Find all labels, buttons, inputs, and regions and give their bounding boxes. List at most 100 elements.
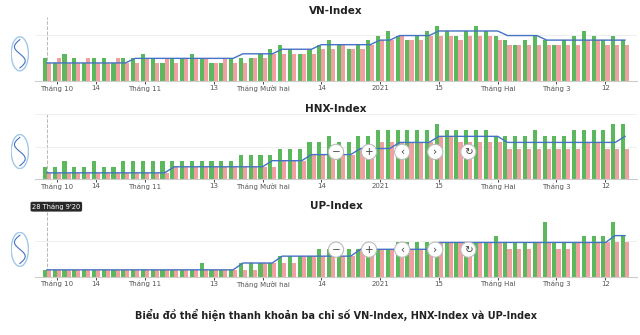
Bar bbox=[356, 45, 360, 81]
Bar bbox=[116, 173, 120, 179]
Bar bbox=[474, 26, 478, 81]
Bar bbox=[425, 130, 429, 179]
Bar bbox=[141, 54, 145, 81]
Bar bbox=[76, 173, 81, 179]
Bar bbox=[174, 167, 179, 179]
Bar bbox=[150, 270, 155, 277]
Bar bbox=[508, 249, 511, 277]
Bar bbox=[155, 173, 159, 179]
Bar bbox=[278, 256, 282, 277]
Bar bbox=[253, 167, 257, 179]
Text: +: + bbox=[365, 147, 373, 157]
Bar bbox=[243, 270, 247, 277]
Bar bbox=[327, 249, 331, 277]
Bar bbox=[562, 136, 566, 179]
Bar bbox=[72, 270, 76, 277]
Bar bbox=[582, 31, 586, 81]
Bar bbox=[321, 49, 325, 81]
Bar bbox=[498, 142, 502, 179]
Bar bbox=[419, 249, 424, 277]
Bar bbox=[106, 63, 110, 81]
Bar bbox=[135, 270, 140, 277]
Bar bbox=[259, 154, 262, 179]
Bar bbox=[435, 124, 439, 179]
Bar bbox=[513, 136, 517, 179]
Bar bbox=[386, 31, 390, 81]
Bar bbox=[439, 243, 443, 277]
Bar bbox=[121, 270, 125, 277]
Bar bbox=[400, 249, 404, 277]
Bar bbox=[272, 263, 276, 277]
Bar bbox=[209, 63, 214, 81]
Bar bbox=[282, 54, 286, 81]
Bar bbox=[111, 167, 116, 179]
Bar bbox=[259, 263, 262, 277]
Bar bbox=[376, 130, 380, 179]
Bar bbox=[351, 154, 355, 179]
Bar bbox=[429, 36, 433, 81]
Bar bbox=[125, 63, 129, 81]
Bar bbox=[464, 243, 468, 277]
Bar bbox=[376, 36, 380, 81]
Bar bbox=[184, 58, 188, 81]
Bar bbox=[602, 130, 605, 179]
Bar bbox=[135, 173, 140, 179]
Bar bbox=[102, 58, 106, 81]
Bar bbox=[161, 270, 164, 277]
Bar bbox=[47, 173, 51, 179]
Bar bbox=[625, 243, 629, 277]
Bar bbox=[543, 40, 547, 81]
Bar bbox=[419, 40, 424, 81]
Title: UP-Index: UP-Index bbox=[310, 201, 362, 211]
Bar bbox=[596, 243, 600, 277]
Bar bbox=[474, 130, 478, 179]
Bar bbox=[194, 58, 198, 81]
Bar bbox=[268, 263, 272, 277]
Bar bbox=[92, 270, 96, 277]
Bar bbox=[396, 36, 400, 81]
Bar bbox=[204, 58, 208, 81]
Bar bbox=[301, 256, 306, 277]
Bar bbox=[351, 256, 355, 277]
Bar bbox=[347, 49, 351, 81]
Bar bbox=[96, 173, 100, 179]
Bar bbox=[445, 31, 449, 81]
Bar bbox=[321, 256, 325, 277]
Bar bbox=[605, 45, 609, 81]
Bar bbox=[161, 63, 164, 81]
Bar bbox=[454, 243, 458, 277]
Bar bbox=[458, 243, 463, 277]
Bar bbox=[43, 270, 47, 277]
Bar bbox=[366, 40, 371, 81]
Bar bbox=[366, 136, 371, 179]
Bar bbox=[82, 63, 86, 81]
Bar bbox=[468, 243, 472, 277]
Bar bbox=[131, 270, 135, 277]
Bar bbox=[625, 45, 629, 81]
Bar bbox=[57, 173, 61, 179]
Bar bbox=[596, 40, 600, 81]
Bar bbox=[337, 45, 341, 81]
Bar bbox=[86, 58, 90, 81]
Bar bbox=[396, 130, 400, 179]
Bar bbox=[371, 148, 374, 179]
Bar bbox=[253, 270, 257, 277]
Bar bbox=[562, 40, 566, 81]
Bar bbox=[371, 249, 374, 277]
Bar bbox=[229, 161, 233, 179]
Title: VN-Index: VN-Index bbox=[309, 6, 363, 16]
Text: 28 Tháng 9'20: 28 Tháng 9'20 bbox=[32, 203, 81, 210]
Bar bbox=[298, 256, 301, 277]
Bar bbox=[272, 54, 276, 81]
Bar bbox=[493, 236, 498, 277]
Bar bbox=[400, 142, 404, 179]
Text: ↻: ↻ bbox=[464, 147, 473, 157]
Bar bbox=[458, 142, 463, 179]
Bar bbox=[582, 236, 586, 277]
Bar bbox=[259, 54, 262, 81]
Bar bbox=[131, 58, 135, 81]
Bar bbox=[425, 243, 429, 277]
Bar bbox=[317, 142, 321, 179]
Bar bbox=[327, 40, 331, 81]
Bar bbox=[312, 54, 316, 81]
